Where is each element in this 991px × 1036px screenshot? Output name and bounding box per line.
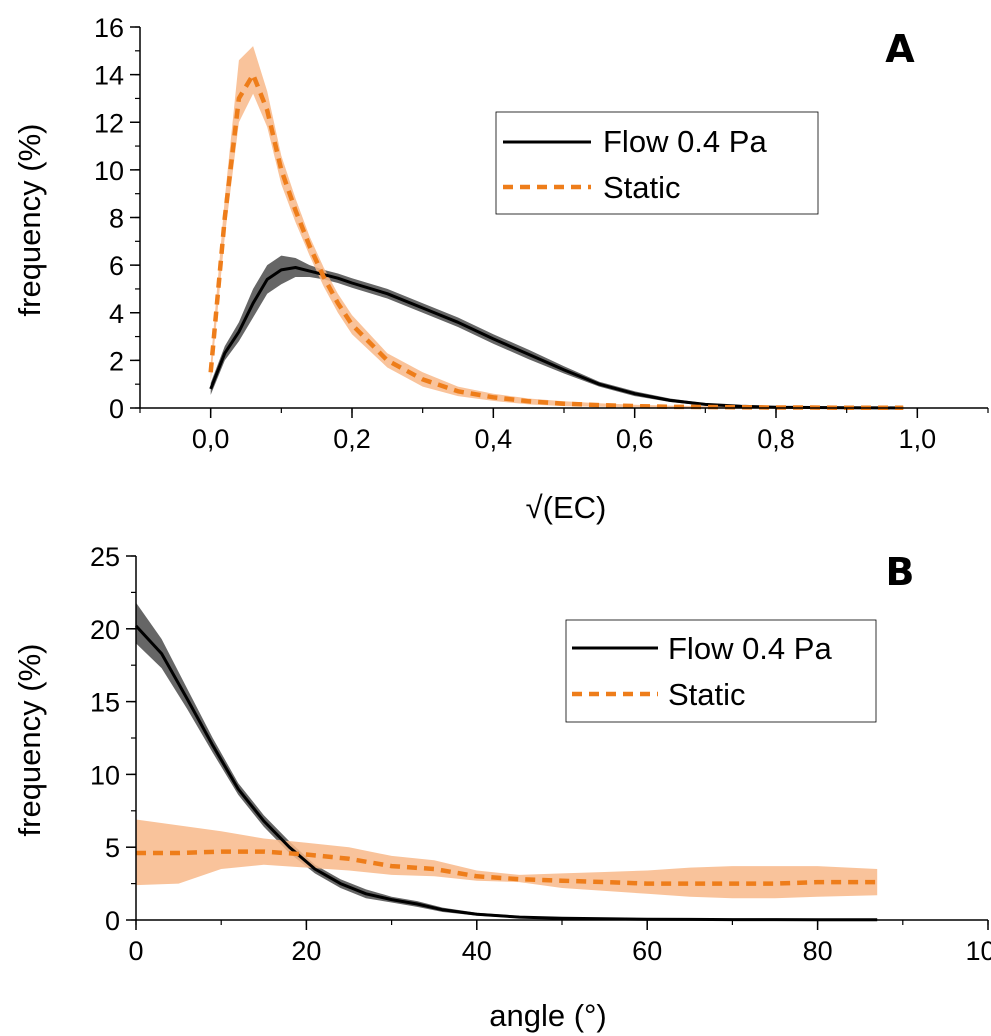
panel-a-y-tick-label: 8 bbox=[109, 204, 124, 234]
panel-b: 0 20 40 60 80 100 0 5 10 15 20 25 angle (°) frequen… bbox=[12, 542, 991, 1033]
panel-a-x-tick-label: 0,6 bbox=[616, 424, 654, 454]
panel-a-line-flow bbox=[209, 266, 904, 410]
panel-b-line-static bbox=[136, 849, 878, 886]
panel-b-x-tick-label: 100 bbox=[965, 936, 991, 966]
panel-a-y-tick-label: 10 bbox=[94, 156, 124, 186]
panel-b-confidence-bands bbox=[136, 602, 878, 920]
panel-a-y-tick-label: 6 bbox=[109, 251, 124, 281]
panel-a-confidence-bands bbox=[210, 46, 904, 408]
panel-b-axes: 0 20 40 60 80 100 0 5 10 15 20 25 bbox=[90, 542, 991, 966]
panel-b-x-tick-label: 20 bbox=[291, 936, 321, 966]
panel-b-x-tick-label: 40 bbox=[462, 936, 492, 966]
panel-b-y-tick-label: 5 bbox=[105, 833, 120, 863]
panel-a-y-tick-label: 4 bbox=[109, 299, 124, 329]
panel-b-x-tick-label: 0 bbox=[128, 936, 143, 966]
panel-a-x-tick-label: 0,8 bbox=[757, 424, 795, 454]
panel-a-band-flow bbox=[210, 255, 904, 408]
panel-a-y-tick-label: 12 bbox=[94, 108, 124, 138]
panel-b-y-tick-label: 0 bbox=[105, 906, 120, 936]
panel-a-label: A bbox=[885, 27, 915, 71]
panel-a: 0,0 0,2 0,4 0,6 0,8 1,0 0 2 4 6 8 10 12 14 16 √(EC) fr… bbox=[12, 13, 989, 525]
panel-b-band-static bbox=[136, 819, 878, 899]
panel-b-y-axis-title: frequency (%) bbox=[12, 644, 47, 837]
panel-a-axes: 0,0 0,2 0,4 0,6 0,8 1,0 0 2 4 6 8 10 12 14 16 bbox=[94, 13, 989, 454]
panel-b-y-tick-label: 10 bbox=[90, 760, 120, 790]
panel-a-y-tick-label: 0 bbox=[109, 394, 124, 424]
panel-a-y-axis-title: frequency (%) bbox=[12, 124, 47, 317]
panel-b-legend-label-static: Static bbox=[668, 677, 746, 712]
panel-b-y-tick-label: 25 bbox=[90, 542, 120, 572]
panel-a-legend-box bbox=[495, 111, 819, 215]
panel-b-legend-label-flow: Flow 0.4 Pa bbox=[668, 631, 832, 666]
panel-b-x-tick-label: 80 bbox=[803, 936, 833, 966]
panel-b-label: B bbox=[886, 550, 915, 594]
panel-b-legend: Flow 0.4 Pa Static bbox=[565, 619, 877, 723]
panel-a-x-tick-label: 1,0 bbox=[899, 424, 937, 454]
panel-a-x-axis-title: √(EC) bbox=[526, 490, 607, 525]
panel-a-x-tick-label: 0,4 bbox=[475, 424, 513, 454]
panel-b-y-tick-label: 15 bbox=[90, 688, 120, 718]
panel-b-legend-box bbox=[565, 619, 877, 723]
panel-a-legend-label-flow: Flow 0.4 Pa bbox=[603, 124, 767, 159]
panel-a-legend-label-static: Static bbox=[603, 170, 681, 205]
panel-a-x-tick-label: 0,2 bbox=[333, 424, 371, 454]
panel-a-band-static bbox=[210, 46, 904, 408]
panel-b-y-tick-label: 20 bbox=[90, 615, 120, 645]
panel-a-x-tick-label: 0,0 bbox=[192, 424, 230, 454]
panel-b-x-axis-title: angle (°) bbox=[489, 998, 607, 1033]
panel-a-y-tick-label: 14 bbox=[94, 61, 124, 91]
panel-a-legend: Flow 0.4 Pa Static bbox=[495, 111, 819, 215]
panel-a-y-tick-label: 2 bbox=[109, 346, 124, 376]
panel-a-y-tick-label: 16 bbox=[94, 13, 124, 43]
panel-b-x-tick-label: 60 bbox=[632, 936, 662, 966]
